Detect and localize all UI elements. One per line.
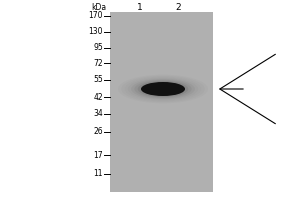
Text: 1: 1 bbox=[137, 3, 143, 12]
Text: 95: 95 bbox=[93, 44, 103, 52]
Ellipse shape bbox=[138, 81, 188, 97]
Text: 72: 72 bbox=[93, 58, 103, 68]
Bar bbox=[110, 12, 213, 192]
Text: kDa: kDa bbox=[91, 3, 106, 12]
Text: 2: 2 bbox=[175, 3, 181, 12]
Text: 130: 130 bbox=[88, 27, 103, 36]
Text: 11: 11 bbox=[94, 170, 103, 178]
Ellipse shape bbox=[141, 82, 185, 96]
Text: 34: 34 bbox=[93, 110, 103, 118]
Text: 17: 17 bbox=[93, 150, 103, 160]
Text: 55: 55 bbox=[93, 75, 103, 84]
Text: 26: 26 bbox=[93, 128, 103, 136]
Ellipse shape bbox=[141, 82, 185, 96]
Text: 42: 42 bbox=[93, 92, 103, 102]
Text: 170: 170 bbox=[88, 11, 103, 21]
